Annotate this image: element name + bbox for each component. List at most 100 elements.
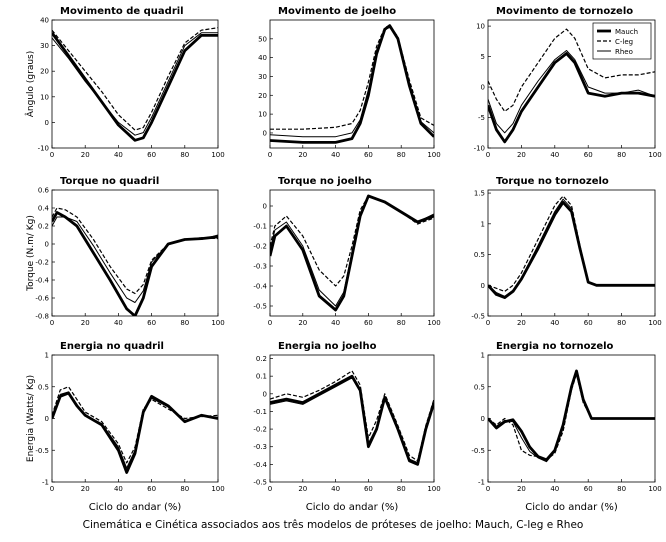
y-tick-label: 0.5 [474, 251, 485, 259]
y-tick-label: 0.1 [256, 373, 267, 381]
series-line-rheo [488, 372, 655, 463]
y-tick-label: 10 [40, 93, 49, 101]
chart-title: Energia no joelho [278, 341, 377, 352]
series-line-c-leg [52, 207, 218, 295]
x-tick-label: 60 [584, 485, 593, 493]
y-tick-label: -0.5 [35, 447, 49, 455]
x-tick-label: 60 [364, 319, 373, 327]
plot-frame [51, 189, 219, 317]
x-tick-label: 40 [550, 319, 559, 327]
chart-panel: Movimento de joelho 0 20 40 60 80 100 0 10 20 30 40… [258, 6, 441, 159]
x-tick-label: 80 [617, 151, 626, 159]
plot-frame [487, 19, 656, 149]
x-tick-label: 100 [211, 319, 224, 327]
x-tick-label: 0 [268, 319, 272, 327]
series-line-rheo [52, 216, 218, 303]
row-ylabel: Torque (N.m/ Kg) [26, 215, 36, 292]
x-tick-label: 100 [211, 485, 224, 493]
x-tick-label: 100 [427, 151, 440, 159]
y-tick-label: 0 [45, 119, 49, 127]
y-tick-label: 10 [476, 23, 485, 31]
plot-frame [269, 19, 435, 149]
x-tick-label: 0 [268, 151, 272, 159]
plot-frame [51, 19, 219, 149]
x-tick-label: 20 [81, 151, 90, 159]
x-tick-label: 60 [364, 485, 373, 493]
chart-title: Movimento de tornozelo [496, 6, 633, 17]
y-tick-label: 1 [45, 352, 49, 360]
y-tick-label: -0.3 [253, 443, 267, 451]
y-tick-label: 20 [258, 92, 267, 100]
x-tick-label: 100 [648, 485, 661, 493]
chart-title: Torque no tornozelo [496, 176, 609, 187]
y-tick-label: -0.5 [253, 303, 267, 311]
y-tick-label: 20 [40, 68, 49, 76]
series-line-c-leg [52, 27, 218, 131]
y-tick-label: 0 [481, 415, 485, 423]
x-tick-label: 100 [427, 485, 440, 493]
y-tick-label: 1 [481, 352, 485, 360]
x-tick-label: 80 [617, 319, 626, 327]
x-tick-label: 40 [331, 319, 340, 327]
x-tick-label: 20 [517, 485, 526, 493]
y-tick-label: -5 [478, 114, 485, 122]
y-tick-label: -0.2 [253, 243, 267, 251]
x-tick-label: 0 [268, 485, 272, 493]
y-tick-label: -0.8 [35, 313, 49, 321]
y-tick-label: 0 [263, 129, 267, 137]
series-line-mauch [52, 211, 218, 316]
row-ylabel: Energia (Watts/ Kg) [26, 375, 36, 462]
y-tick-label: -0.2 [35, 259, 49, 267]
chart-title: Movimento de joelho [278, 6, 396, 17]
x-tick-label: 100 [427, 319, 440, 327]
y-tick-label: -0.4 [35, 277, 49, 285]
chart-panel: Energia no tornozelo 0 20 40 60 80 100 -1 -0.5 0 0… [471, 341, 661, 493]
y-tick-label: 0.2 [256, 355, 267, 363]
series-line-mauch [270, 24, 434, 144]
y-tick-label: -1 [42, 479, 49, 487]
x-tick-label: 80 [180, 485, 189, 493]
x-tick-label: 60 [584, 151, 593, 159]
series-line-mauch [488, 369, 655, 462]
y-tick-label: 40 [258, 54, 267, 62]
y-tick-label: 1 [481, 220, 485, 228]
series-line-mauch [270, 374, 434, 466]
plot-frame [269, 354, 435, 483]
x-tick-label: 60 [364, 151, 373, 159]
y-tick-label: -10 [474, 145, 485, 153]
y-tick-label: 40 [40, 17, 49, 25]
x-tick-label: 40 [114, 151, 123, 159]
y-tick-label: -0.5 [471, 313, 485, 321]
x-tick-label: 60 [147, 319, 156, 327]
x-axis-label: Ciclo do andar (%) [306, 502, 399, 513]
x-tick-label: 100 [648, 151, 661, 159]
figure-caption: Cinemática e Cinética associados aos trê… [82, 519, 584, 531]
x-tick-label: 100 [211, 151, 224, 159]
x-tick-label: 100 [648, 319, 661, 327]
chart-panel: Torque no joelho 0 20 40 60 80 100 -0.5 -0.4 -0.3… [253, 176, 440, 327]
x-tick-label: 0 [486, 319, 490, 327]
series-line-rheo [488, 198, 655, 297]
x-tick-label: 0 [486, 485, 490, 493]
series-line-rheo [270, 377, 434, 464]
chart-title: Torque no quadril [60, 176, 159, 187]
y-tick-label: 0.5 [474, 383, 485, 391]
y-tick-label: -0.2 [253, 426, 267, 434]
y-tick-label: -0.1 [253, 408, 267, 416]
y-tick-label: 30 [40, 42, 49, 50]
x-tick-label: 20 [81, 319, 90, 327]
legend-label: Rheo [615, 48, 633, 56]
x-tick-label: 40 [550, 485, 559, 493]
y-tick-label: 0.5 [38, 383, 49, 391]
x-tick-label: 20 [298, 485, 307, 493]
x-tick-label: 40 [331, 485, 340, 493]
chart-title: Energia no quadril [60, 341, 164, 352]
x-tick-label: 60 [147, 485, 156, 493]
chart-title: Torque no joelho [278, 176, 372, 187]
series-line-rheo [52, 391, 218, 469]
chart-panel: Energia no quadril 0 20 40 60 80 100 -1 -0.5 0 0.5… [35, 341, 224, 493]
y-tick-label: 1.5 [474, 190, 485, 198]
